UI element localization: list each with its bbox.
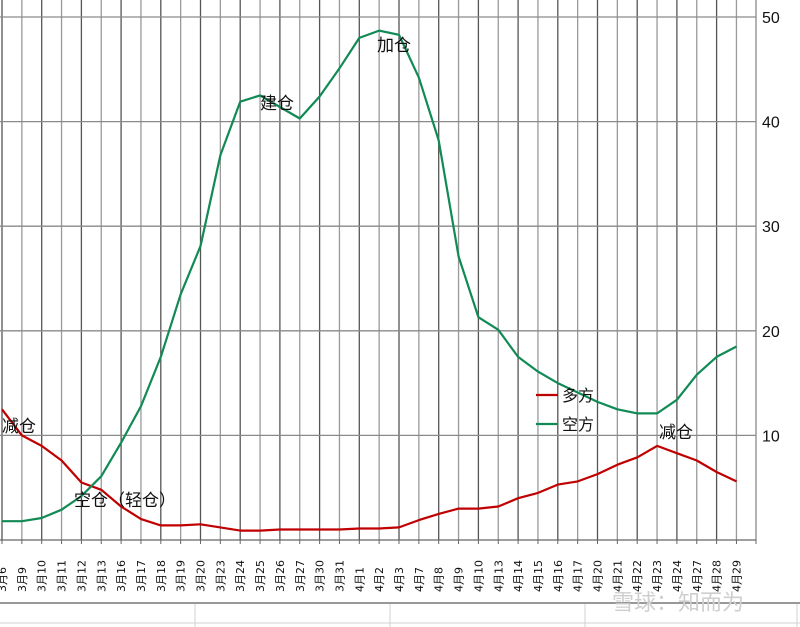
- x-tick-label: 3月19: [175, 560, 188, 592]
- x-tick-label: 3月11: [56, 560, 69, 592]
- horizontal-gridlines: [0, 16, 756, 437]
- legend-label: 多方: [562, 386, 594, 405]
- legend-label: 空方: [562, 415, 594, 434]
- x-tick-label: 3月25: [254, 560, 267, 592]
- x-tick-label: 4月23: [651, 560, 664, 592]
- annotation-label: 加仓: [377, 36, 411, 56]
- x-tick-label: 3月26: [274, 560, 287, 592]
- x-tick-label: 3月16: [115, 560, 128, 592]
- x-tick-label: 4月15: [532, 560, 545, 592]
- x-tick-label: 4月29: [730, 560, 743, 592]
- vertical-gridlines: [1, 0, 757, 544]
- x-tick-label: 3月31: [333, 560, 346, 592]
- x-tick-label: 4月16: [552, 560, 565, 592]
- series-lines: [1, 29, 738, 532]
- x-tick-label: 3月18: [155, 560, 168, 592]
- x-tick-label: 4月22: [631, 560, 644, 592]
- x-tick-label: 3月20: [195, 560, 208, 592]
- x-tick-label: 3月23: [214, 560, 227, 592]
- watermark: 雪球：知而为: [612, 591, 744, 616]
- x-tick-label: 3月30: [314, 560, 327, 592]
- x-tick-label: 3月24: [234, 560, 247, 592]
- x-tick-label: 3月27: [294, 560, 307, 592]
- x-tick-label: 4月20: [592, 560, 605, 592]
- x-tick-label: 3月6: [0, 567, 9, 592]
- x-tick-label: 4月14: [512, 560, 525, 592]
- y-tick-label: 20: [762, 324, 780, 341]
- x-tick-label: 3月10: [36, 560, 49, 592]
- x-tick-label: 3月17: [135, 560, 148, 592]
- annotation-label: 减仓: [2, 417, 36, 437]
- annotation-label: 空仓（轻仓）: [74, 491, 176, 511]
- x-tick-label: 4月21: [611, 560, 624, 592]
- series-line-long: [1, 408, 737, 532]
- x-tick-label: 4月28: [711, 560, 724, 592]
- y-tick-label: 10: [762, 428, 780, 445]
- x-tick-label: 3月9: [16, 567, 29, 592]
- y-tick-label: 30: [762, 219, 780, 236]
- spreadsheet-cells: [0, 602, 800, 627]
- x-tick-label: 4月2: [373, 567, 386, 592]
- x-tick-label: 4月13: [492, 560, 505, 592]
- y-tick-label: 40: [762, 115, 780, 132]
- x-tick-label: 4月8: [433, 567, 446, 592]
- x-tick-label: 3月13: [95, 560, 108, 592]
- x-tick-label: 4月3: [393, 567, 406, 592]
- x-tick-label: 4月10: [472, 560, 485, 592]
- x-tick-label: 4月9: [453, 567, 466, 592]
- x-tick-label: 4月17: [572, 560, 585, 592]
- y-tick-label: 50: [762, 10, 780, 27]
- annotation-label: 减仓: [659, 423, 693, 443]
- x-tick-label: 4月27: [691, 560, 704, 592]
- x-axis-ticks: 3月6 3月9 3月10 3月11 3月12 3月13 3月16 3月17 3月18 3月19 3月…: [0, 540, 743, 592]
- series-line-short: [2, 29, 738, 523]
- annotation-label: 建仓: [260, 94, 294, 114]
- x-tick-label: 4月1: [353, 567, 366, 592]
- y-axis-ticks: 10 20 30 40 50: [762, 10, 780, 445]
- x-tick-label: 4月7: [413, 567, 426, 592]
- x-tick-label: 3月12: [75, 560, 88, 592]
- x-tick-label: 4月24: [671, 560, 684, 592]
